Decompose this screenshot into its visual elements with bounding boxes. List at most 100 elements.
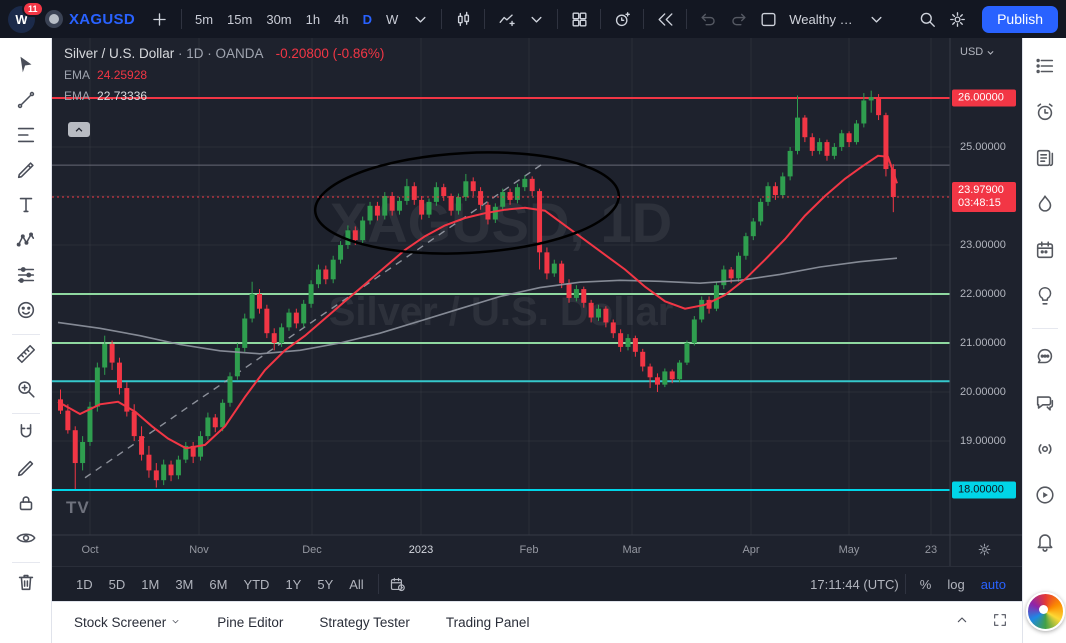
timeframe-5m[interactable]: 5m: [194, 11, 214, 27]
indicators-chevron-icon[interactable]: [521, 4, 551, 34]
tool-ruler[interactable]: [8, 339, 43, 374]
create-alert-button[interactable]: [607, 4, 637, 34]
range-5D[interactable]: 5D: [108, 576, 126, 592]
clock-utc[interactable]: 17:11:44 (UTC): [810, 576, 899, 592]
edit-icon: [15, 457, 37, 484]
range-1Y[interactable]: 1Y: [285, 576, 302, 592]
range-3M[interactable]: 3M: [175, 576, 194, 592]
divider: [11, 562, 40, 563]
sidebar-item-minds[interactable]: [1025, 339, 1065, 379]
quick-search-button[interactable]: [912, 4, 942, 34]
price-scale[interactable]: USD 25.00000 23.00000 22.00000 21.00000 20.0…: [950, 38, 1022, 535]
tool-text[interactable]: [8, 190, 43, 225]
tool-cursor[interactable]: [8, 50, 43, 85]
indicators-button[interactable]: [491, 4, 521, 34]
timeframe-30m[interactable]: 30m: [266, 11, 292, 27]
chevron-down-icon: [987, 50, 994, 55]
publish-button[interactable]: Publish: [982, 5, 1058, 33]
sidebar-item-chat[interactable]: [1025, 385, 1065, 425]
time-label: May: [838, 544, 860, 556]
tool-fib-retracement[interactable]: [8, 120, 43, 155]
chevron-down-icon: [170, 615, 181, 630]
tool-zoom[interactable]: [8, 374, 43, 409]
time-scale[interactable]: Oct Nov Dec 2023 Feb Mar Apr May 23: [52, 535, 1022, 566]
range-1D[interactable]: 1D: [76, 576, 93, 592]
tool-trash[interactable]: [8, 567, 43, 602]
time-label: Feb: [519, 544, 539, 556]
symbol-logo-icon: [45, 10, 63, 28]
sidebar-item-news[interactable]: [1025, 140, 1065, 180]
legend-collapse-button[interactable]: [68, 122, 90, 137]
timeframe-4h[interactable]: 4h: [334, 11, 349, 27]
range-5Y[interactable]: 5Y: [317, 576, 334, 592]
price-chart-canvas[interactable]: [52, 38, 1022, 566]
price-label: 21.00000: [960, 337, 1006, 349]
range-1M[interactable]: 1M: [141, 576, 160, 592]
panel-tab-trading-panel[interactable]: Trading Panel: [446, 615, 530, 630]
divider: [600, 9, 602, 29]
user-avatar[interactable]: W 11: [8, 0, 44, 33]
chart-pane[interactable]: XAGUSD, 1D Silver / U.S. Dollar Silver /…: [52, 38, 1022, 566]
sidebar-item-streams[interactable]: [1025, 431, 1065, 471]
panel-maximize-icon[interactable]: [992, 612, 1008, 633]
legend-indicator-row[interactable]: EMA 24.25928: [64, 68, 384, 82]
tool-magnet[interactable]: [8, 418, 43, 453]
tool-edit[interactable]: [8, 453, 43, 488]
symbol-search-button[interactable]: XAGUSD: [69, 10, 135, 28]
browser-extension-logo[interactable]: [1026, 592, 1065, 631]
price-label: 22.00000: [960, 288, 1006, 300]
range-6M[interactable]: 6M: [209, 576, 228, 592]
sidebar-item-calendar[interactable]: [1025, 232, 1065, 272]
layout-icon[interactable]: [753, 4, 783, 34]
indicator-value: 22.73336: [97, 89, 148, 103]
add-symbol-button[interactable]: [145, 4, 175, 34]
go-to-date-button[interactable]: [385, 571, 411, 597]
tool-eye[interactable]: [8, 523, 43, 558]
tradingview-logo-watermark[interactable]: TV: [66, 498, 90, 517]
redo-button[interactable]: [723, 4, 753, 34]
panel-tab-pine-editor[interactable]: Pine Editor: [217, 615, 283, 630]
range-YTD[interactable]: YTD: [243, 576, 270, 592]
layout-chevron-icon[interactable]: [862, 4, 892, 34]
tool-forecast[interactable]: [8, 260, 43, 295]
axis-settings-gear-icon[interactable]: [977, 542, 992, 562]
sidebar-item-notifications[interactable]: [1025, 523, 1065, 563]
log-scale-toggle[interactable]: log: [947, 576, 965, 592]
bar-replay-button[interactable]: [650, 4, 680, 34]
sidebar-item-alerts[interactable]: [1025, 94, 1065, 134]
panel-tab-strategy-tester[interactable]: Strategy Tester: [319, 615, 410, 630]
tool-brush[interactable]: [8, 155, 43, 190]
settings-gear-button[interactable]: [942, 4, 972, 34]
tool-emoji[interactable]: [8, 295, 43, 330]
tool-trend-line[interactable]: [8, 85, 43, 120]
candle-style-button[interactable]: [448, 4, 478, 34]
legend-symbol-title[interactable]: Silver / U.S. Dollar: [64, 46, 175, 61]
time-label: Mar: [622, 544, 642, 556]
indicator-templates-button[interactable]: [564, 4, 594, 34]
timeframe-D[interactable]: D: [362, 11, 372, 27]
price-badge: 23.97900 03:48:15: [952, 182, 1016, 213]
sidebar-item-ideas[interactable]: [1025, 278, 1065, 318]
panel-expand-chevron-icon[interactable]: [954, 612, 970, 633]
tool-xabcd-pattern[interactable]: [8, 225, 43, 260]
timeframe-1h[interactable]: 1h: [305, 11, 321, 27]
undo-button[interactable]: [693, 4, 723, 34]
indicator-label: EMA: [64, 89, 91, 103]
currency-selector[interactable]: USD: [960, 46, 995, 58]
layout-name[interactable]: Wealthy Educ...: [789, 11, 860, 27]
sidebar-item-video[interactable]: [1025, 477, 1065, 517]
sidebar-item-hotlists[interactable]: [1025, 186, 1065, 226]
timeframe-15m[interactable]: 15m: [227, 11, 253, 27]
sidebar-item-watchlist[interactable]: [1025, 48, 1065, 88]
timeframe-W[interactable]: W: [385, 11, 399, 27]
tool-lock[interactable]: [8, 488, 43, 523]
panel-tab-stock-screener[interactable]: Stock Screener: [74, 615, 181, 630]
range-All[interactable]: All: [349, 576, 364, 592]
timeframe-menu-chevron-icon[interactable]: [405, 4, 435, 34]
indicator-value: 24.25928: [97, 68, 148, 82]
legend-indicator-row[interactable]: EMA 22.73336: [64, 89, 384, 103]
legend-meta: · 1D · OANDA: [178, 46, 263, 61]
percent-scale-toggle[interactable]: %: [919, 576, 932, 592]
divider: [484, 9, 486, 29]
auto-scale-toggle[interactable]: auto: [980, 576, 1006, 592]
